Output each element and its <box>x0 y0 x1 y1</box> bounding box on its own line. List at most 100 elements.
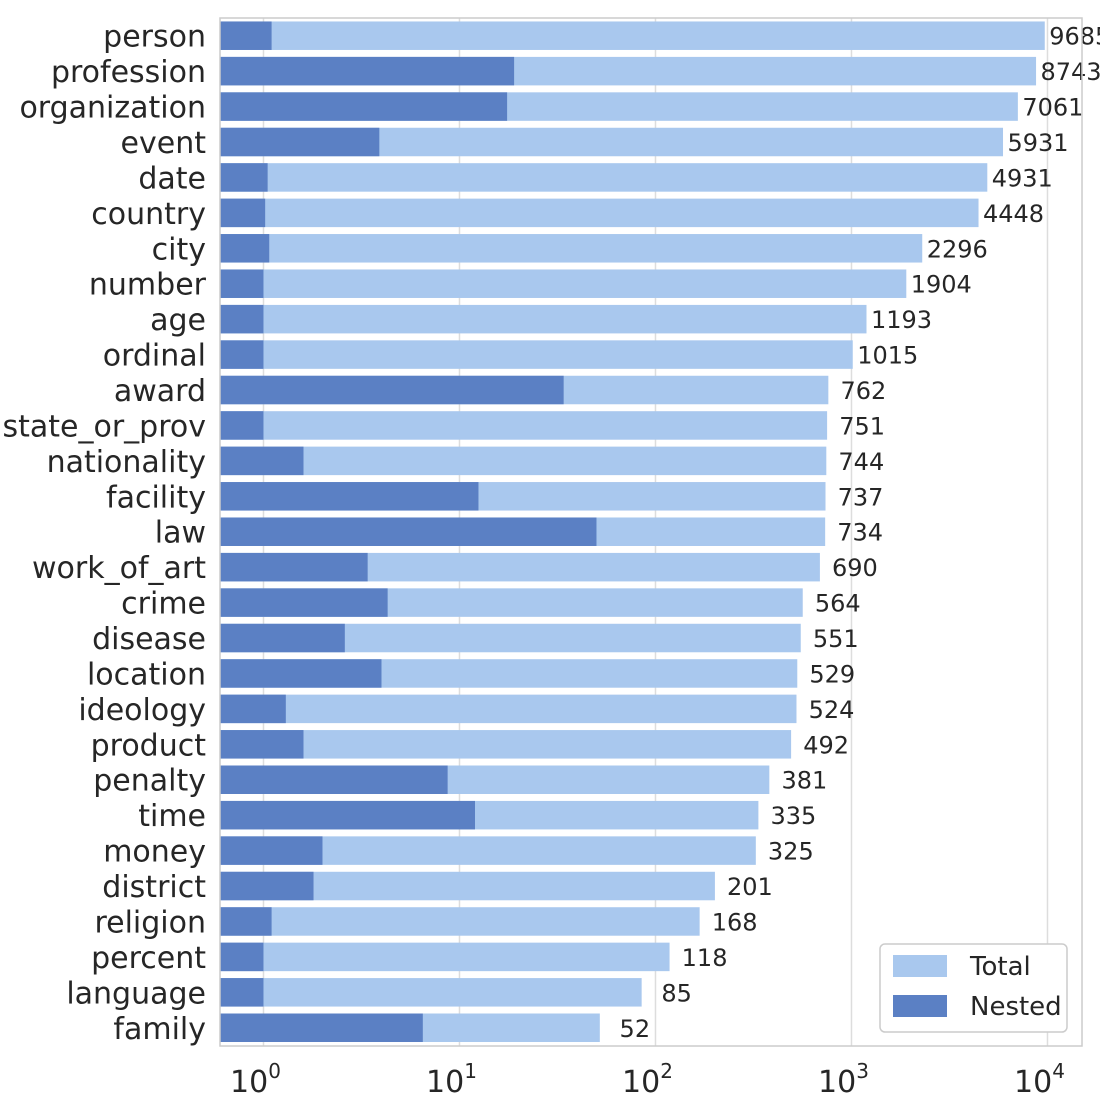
category-label: age <box>150 303 206 338</box>
category-label: penalty <box>93 764 206 799</box>
category-label: city <box>152 232 206 267</box>
value-label: 5931 <box>1007 129 1068 157</box>
bar-nested <box>220 836 323 865</box>
category-label: crime <box>121 587 206 622</box>
value-label: 524 <box>809 696 855 724</box>
category-label: family <box>113 1012 206 1047</box>
category-label: ordinal <box>103 339 206 374</box>
category-label: date <box>138 161 206 196</box>
bar-nested <box>220 446 304 476</box>
bar-total <box>220 907 700 936</box>
bar-total <box>220 234 923 263</box>
value-label: 762 <box>840 377 886 405</box>
bar-nested <box>220 56 515 86</box>
category-label: award <box>114 374 206 409</box>
bar-nested <box>220 517 597 546</box>
value-label: 564 <box>815 590 861 618</box>
bar-nested <box>220 375 564 405</box>
value-label: 1015 <box>857 342 918 370</box>
value-label: 4931 <box>992 164 1053 192</box>
bar-nested <box>220 234 270 263</box>
value-label: 9685 <box>1049 23 1100 51</box>
bar-total <box>220 163 988 192</box>
bar-nested <box>220 21 272 50</box>
category-label: profession <box>51 55 206 90</box>
value-label: 690 <box>832 554 878 582</box>
bar-nested <box>220 800 476 830</box>
category-label: disease <box>92 622 206 657</box>
value-label: 4448 <box>983 200 1044 228</box>
bar-nested <box>220 588 388 617</box>
value-label: 8743 <box>1041 58 1100 86</box>
category-label: state_or_prov <box>2 409 206 444</box>
value-label: 2296 <box>927 235 988 263</box>
bar-nested <box>220 659 382 688</box>
bar-nested <box>220 552 368 582</box>
category-label: language <box>66 976 206 1011</box>
bar-nested <box>220 978 264 1007</box>
bar-total <box>220 269 907 298</box>
category-label: nationality <box>47 445 206 480</box>
legend-swatch-total <box>893 955 947 977</box>
bar-total <box>220 340 853 369</box>
value-label: 381 <box>781 767 827 795</box>
bar-nested <box>220 304 264 334</box>
value-label: 529 <box>809 660 855 688</box>
value-label: 335 <box>770 802 816 830</box>
bar-nested <box>220 694 286 724</box>
bar-total <box>220 942 670 972</box>
value-label: 325 <box>768 838 814 866</box>
bar-nested <box>220 871 314 901</box>
bars <box>220 21 1045 1043</box>
bar-total <box>220 198 979 228</box>
value-label: 551 <box>813 625 859 653</box>
x-tick-label: 101 <box>426 1059 477 1100</box>
category-label: religion <box>94 905 206 940</box>
bar-nested <box>220 1013 423 1043</box>
bar-nested <box>220 942 264 972</box>
x-tick-label: 103 <box>818 1059 869 1100</box>
category-label: country <box>91 197 206 232</box>
category-label: district <box>102 870 206 905</box>
bar-nested <box>220 340 264 369</box>
category-label: event <box>121 126 207 161</box>
bar-total <box>220 411 828 440</box>
category-label: law <box>155 516 206 551</box>
value-label: 1904 <box>911 271 972 299</box>
category-label: time <box>138 799 206 834</box>
value-label: 751 <box>839 412 885 440</box>
category-label: person <box>103 20 206 55</box>
bar-total <box>220 446 827 476</box>
bar-nested <box>220 92 508 121</box>
x-tick-label: 100 <box>230 1059 281 1100</box>
value-label: 7061 <box>1022 94 1083 122</box>
value-label: 737 <box>838 483 884 511</box>
bar-nested <box>220 907 272 936</box>
legend-swatch-nested <box>893 995 947 1017</box>
bar-nested <box>220 198 266 228</box>
value-label: 734 <box>837 519 883 547</box>
x-tick-label: 102 <box>622 1059 673 1100</box>
bar-nested <box>220 163 268 192</box>
bar-total <box>220 730 792 759</box>
bar-nested <box>220 269 264 298</box>
category-label: work_of_art <box>32 551 206 586</box>
bar-total <box>220 21 1045 50</box>
value-label: 744 <box>838 448 884 476</box>
category-label: location <box>87 657 206 692</box>
value-label: 168 <box>712 908 758 936</box>
bar-total <box>220 978 642 1007</box>
labels: 100 101 102 103 104 person 9685 profession 8743 o… <box>2 20 1100 1100</box>
bar-total <box>220 304 867 334</box>
bar-nested <box>220 623 345 653</box>
value-label: 201 <box>727 873 773 901</box>
bar-nested <box>220 482 479 511</box>
value-label: 52 <box>620 1015 651 1043</box>
plot-frame <box>219 17 1083 1047</box>
bar-nested <box>220 127 380 157</box>
legend-label-nested: Nested <box>970 992 1062 1022</box>
category-label: organization <box>19 91 206 126</box>
category-label: facility <box>106 480 206 515</box>
value-label: 1193 <box>871 306 932 334</box>
